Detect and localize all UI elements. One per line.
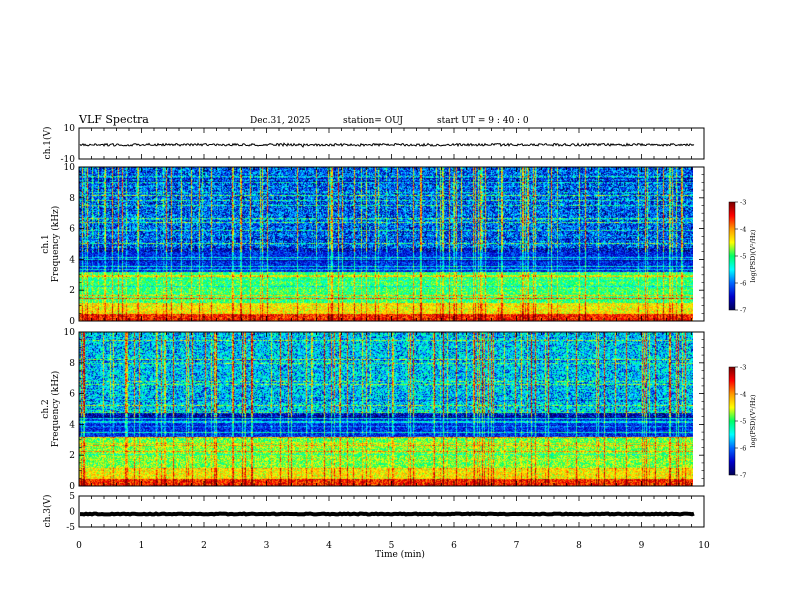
y-tick-label: 4 (69, 420, 75, 430)
ch1-colorbar-gradient (728, 201, 736, 311)
ch3-waveform-y-ticks: 5 0 -5 (66, 492, 75, 533)
y-tick-label: 2 (69, 451, 75, 461)
ch1-waveform-x-ticks (78, 128, 705, 159)
time-tick-label: 2 (201, 541, 207, 551)
start-time-label: start UT = 9 : 40 : 0 (437, 116, 529, 126)
date-label: Dec.31, 2025 (250, 116, 311, 126)
y-tick-label: 2 (69, 286, 75, 296)
ch1-spectrogram-ylabel-channel: ch.1 (41, 234, 51, 253)
station-label: station= OUJ (343, 116, 403, 126)
y-tick-label: -10 (61, 155, 76, 165)
time-tick-label: 8 (576, 541, 582, 551)
y-tick-label: 0 (69, 482, 75, 492)
y-tick-label: 10 (64, 328, 76, 338)
y-tick-label: 8 (69, 359, 75, 369)
colorbar-tick-label: -4 (740, 391, 746, 399)
colorbar-tick-label: -6 (740, 280, 746, 288)
ch1-spectrogram-y-ticks: 0 2 4 6 8 10 (64, 163, 704, 327)
ch1-colorbar: -3 -4 -5 -6 -7 log(PSD)(V²/Hz) (728, 199, 757, 315)
ch2-spectrogram-ylabel-frequency: Frequency (kHz) (50, 371, 61, 448)
colorbar-tick-label: -3 (740, 364, 746, 372)
time-tick-label: 0 (76, 541, 82, 551)
colorbar-tick-label: -7 (740, 472, 746, 480)
ch1-spectrogram-image (79, 167, 693, 321)
time-tick-label: 1 (139, 541, 145, 551)
ch3-waveform-x-ticks (78, 496, 705, 527)
colorbar-tick-label: -5 (740, 418, 746, 426)
ch1-waveform-y-ticks: 10 -10 (61, 124, 76, 165)
ch3-waveform-ylabel: ch.3(V) (42, 495, 53, 528)
ch2-spectrogram-panel: 0 2 4 6 8 10 ch.2 Frequency (kHz) -3 -4 -5 -6 -7 … (41, 328, 757, 492)
time-tick-label: 4 (326, 541, 332, 551)
colorbar-tick-label: -3 (740, 199, 746, 207)
ch3-waveform-panel: 5 0 -5 ch.3(V) (42, 492, 705, 533)
y-tick-label: -5 (66, 523, 75, 533)
ch1-spectrogram-x-ticks (78, 167, 705, 321)
time-axis-label: Time (min) (375, 549, 425, 560)
y-tick-label: 0 (69, 317, 75, 327)
y-tick-label: 5 (69, 492, 75, 502)
time-axis: 0 1 2 3 4 5 6 7 8 9 10 (76, 541, 710, 551)
y-tick-label: 0 (69, 508, 75, 518)
ch2-spectrogram-x-ticks (78, 332, 705, 486)
ch2-colorbar-ticks: -3 -4 -5 -6 -7 (735, 364, 746, 480)
ch1-waveform-trace (79, 142, 695, 148)
y-tick-label: 10 (64, 163, 76, 173)
ch2-spectrogram-image (79, 332, 693, 486)
colorbar-tick-label: -6 (740, 445, 746, 453)
ch1-waveform-panel: 10 -10 ch.1(V) (42, 124, 705, 165)
time-tick-label: 3 (264, 541, 270, 551)
figure-title: VLF Spectra (78, 113, 149, 126)
ch2-spectrogram-ylabel-channel: ch.2 (41, 399, 51, 418)
ch2-colorbar-label: log(PSD)(V²/Hz) (749, 394, 757, 447)
y-tick-label: 10 (64, 124, 76, 134)
y-tick-label: 4 (69, 255, 75, 265)
time-tick-label: 7 (514, 541, 520, 551)
time-tick-label: 9 (639, 541, 645, 551)
ch1-waveform-ylabel: ch.1(V) (42, 127, 53, 160)
y-tick-label: 6 (69, 225, 75, 235)
y-tick-label: 6 (69, 390, 75, 400)
ch2-colorbar: -3 -4 -5 -6 -7 log(PSD)(V²/Hz) (728, 364, 757, 480)
ch2-colorbar-gradient (728, 366, 736, 476)
ch2-spectrogram-y-ticks: 0 2 4 6 8 10 (64, 328, 704, 492)
time-tick-label: 5 (389, 541, 395, 551)
ch1-spectrogram-panel: 0 2 4 6 8 10 ch.1 Frequency (kHz) -3 -4 -5 -6 -7 … (41, 163, 757, 327)
ch1-colorbar-label: log(PSD)(V²/Hz) (749, 229, 757, 282)
y-tick-label: 8 (69, 194, 75, 204)
colorbar-tick-label: -7 (740, 307, 746, 315)
colorbar-tick-label: -5 (740, 253, 746, 261)
ch1-colorbar-ticks: -3 -4 -5 -6 -7 (735, 199, 746, 315)
ch3-waveform-trace (80, 511, 695, 517)
time-tick-label: 6 (451, 541, 457, 551)
time-tick-label: 10 (698, 541, 710, 551)
colorbar-tick-label: -4 (740, 226, 746, 234)
ch1-spectrogram-ylabel-frequency: Frequency (kHz) (50, 206, 61, 283)
